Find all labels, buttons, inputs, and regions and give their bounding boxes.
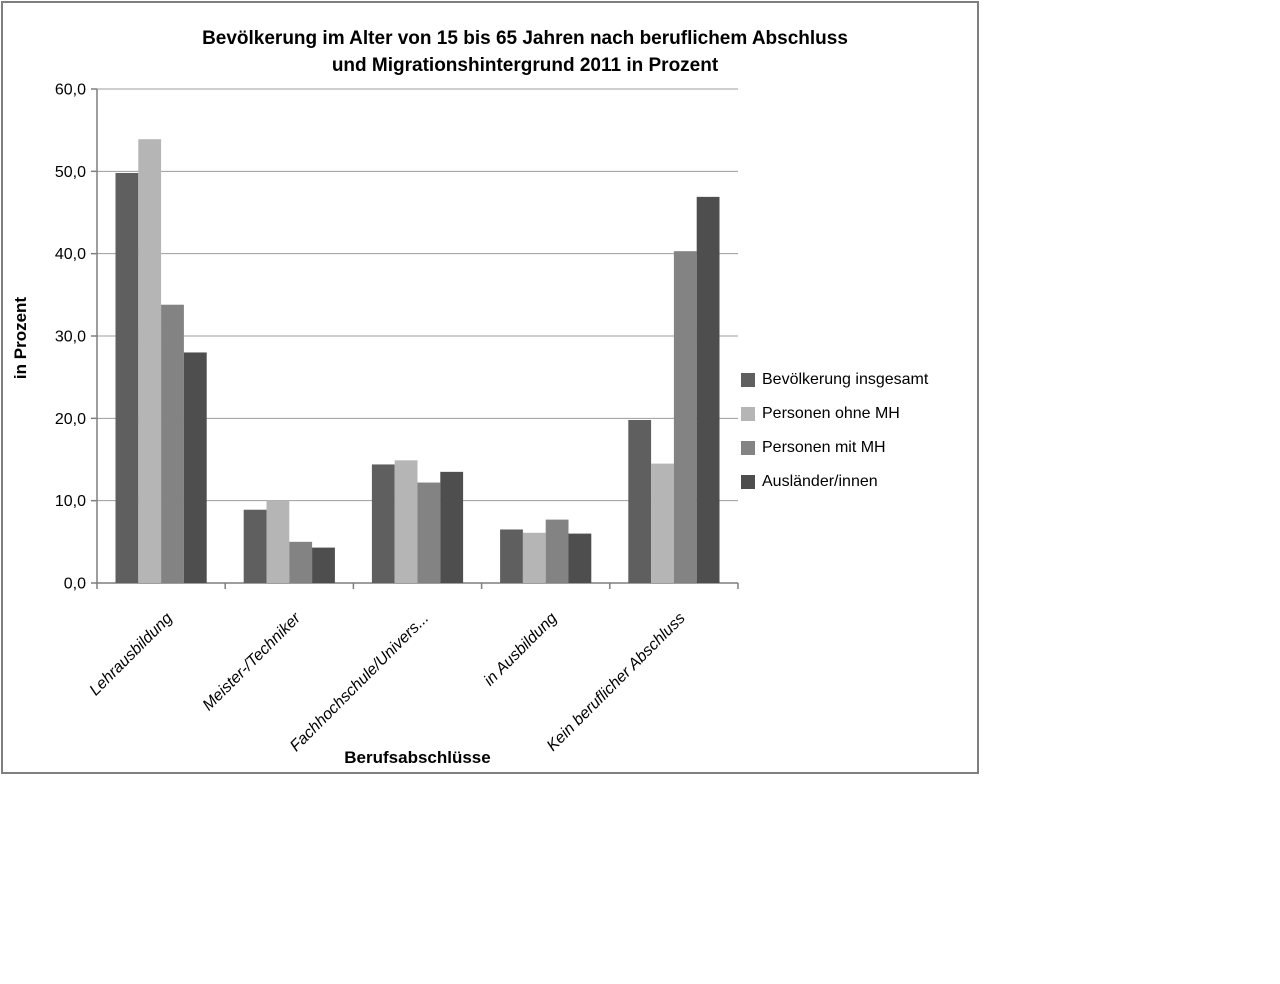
chart-title: Bevölkerung im Alter von 15 bis 65 Jahre…: [3, 25, 977, 79]
bar-2-3: [394, 460, 418, 583]
legend-item-label: Bevölkerung insgesamt: [762, 371, 929, 388]
bar-3-5: [673, 251, 697, 584]
legend-marker-icon: [741, 441, 755, 455]
legend-item-4: Ausländer/innen: [741, 465, 928, 499]
bar-2-1: [138, 139, 162, 583]
bar-4-2: [312, 547, 335, 583]
y-axis-tick-label: 10,0: [55, 493, 86, 510]
legend-item-3: Personen mit MH: [741, 431, 928, 465]
bar-2-2: [266, 500, 290, 583]
x-category-label: Kein beruflicher Abschluss: [544, 610, 689, 755]
chart-title-line-2: und Migrationshintergrund 2011 in Prozen…: [331, 55, 719, 76]
legend-marker-icon: [741, 373, 755, 387]
x-category-label: in Ausbildung: [481, 610, 561, 690]
legend-marker-icon: [741, 475, 755, 489]
bar-3-3: [417, 482, 441, 583]
legend-item-1: Bevölkerung insgesamt: [741, 363, 928, 397]
x-category-label: Meister-/Techniker: [200, 609, 305, 714]
y-axis-tick-label: 60,0: [55, 82, 86, 99]
y-axis-tick-label: 30,0: [55, 329, 86, 346]
bar-2-5: [651, 463, 674, 583]
bar-3-2: [289, 541, 313, 583]
bar-1-5: [628, 419, 652, 583]
bar-4-4: [568, 533, 592, 583]
y-axis-tick-label: 0,0: [64, 576, 86, 593]
y-axis-tick-label: 40,0: [55, 246, 86, 263]
bar-4-3: [440, 471, 464, 583]
y-axis-tick-label: 20,0: [55, 411, 86, 428]
x-category-label: Lehrausbildung: [87, 610, 176, 699]
legend-item-label: Personen ohne MH: [762, 405, 900, 422]
chart-frame: Bevölkerung im Alter von 15 bis 65 Jahre…: [1, 1, 979, 774]
legend-item-2: Personen ohne MH: [741, 397, 928, 431]
bar-1-3: [371, 464, 395, 583]
bar-4-5: [696, 196, 720, 583]
y-axis-tick-label: 50,0: [55, 164, 86, 181]
bar-1-2: [243, 509, 267, 583]
bar-1-4: [500, 529, 523, 583]
bar-2-4: [522, 532, 546, 583]
bar-4-1: [183, 352, 207, 583]
bar-3-4: [545, 519, 569, 583]
x-axis-title: Berufsabschlüsse: [344, 748, 491, 767]
x-category-label: Fachhochschule/Univers...: [287, 610, 432, 755]
chart-title-line-1: Bevölkerung im Alter von 15 bis 65 Jahre…: [202, 28, 848, 49]
chart-legend: Bevölkerung insgesamt Personen ohne MH Per…: [741, 363, 928, 499]
legend-marker-icon: [741, 407, 755, 421]
legend-item-label: Ausländer/innen: [762, 473, 878, 490]
bar-chart-plot-area: 0,0 10,0 20,0 30,0 40,0 50,0 60,0 Lehrausbildun…: [55, 82, 739, 755]
legend-item-label: Personen mit MH: [762, 439, 886, 456]
bar-3-1: [161, 304, 184, 583]
bar-1-1: [115, 172, 139, 584]
